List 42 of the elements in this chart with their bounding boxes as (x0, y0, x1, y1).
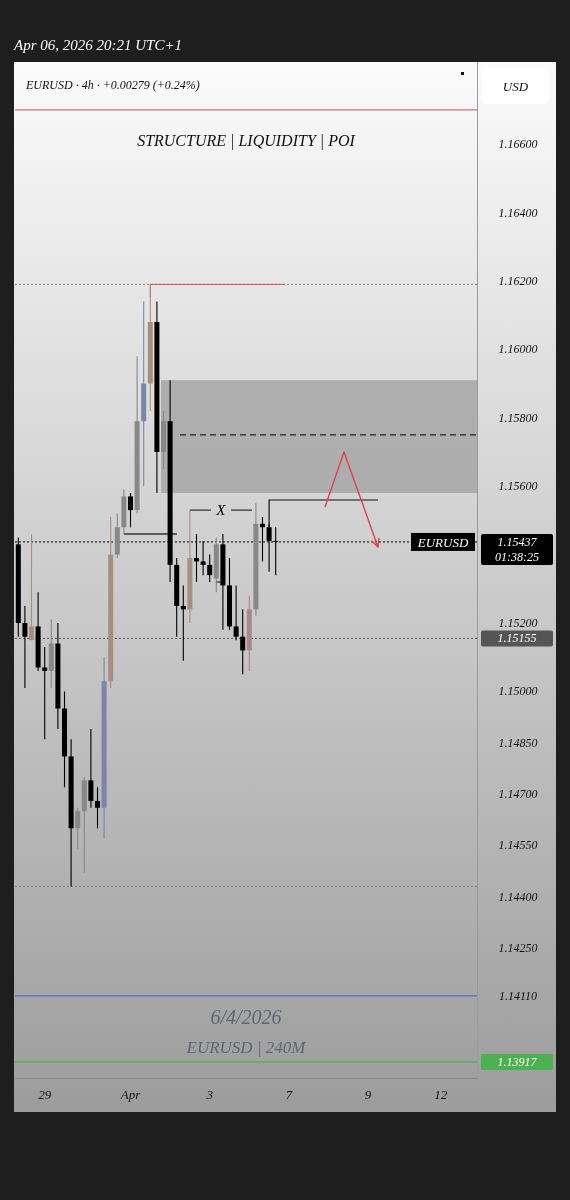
y-tick-label: 1.14400 (498, 889, 538, 904)
y-tick-label: 1.16200 (498, 273, 538, 288)
text: Apr 06, 2026 20:21 UTC+1 (13, 37, 183, 53)
y-axis-title: USD (502, 79, 529, 94)
x-tick-label: 9 (364, 1087, 372, 1102)
y-tick-label: 1.14250 (498, 941, 538, 956)
ref-line-label: EURUSD (416, 534, 469, 550)
text: STRUCTURE | LIQUIDITY | POI (137, 132, 356, 150)
y-tick-label: 1.15000 (498, 684, 538, 699)
y-tick-label: 1.16400 (498, 205, 538, 220)
candlestick (75, 807, 81, 850)
y-tick-label: 1.14700 (498, 787, 538, 802)
x-tick-label: Apr (119, 1087, 142, 1102)
y-tick-label: 1.16000 (498, 342, 538, 357)
x-tick-label: 29 (38, 1087, 52, 1102)
y-tick-label: 1.14850 (498, 735, 538, 750)
y-tick-label: 1.15800 (498, 410, 538, 425)
candlestick (233, 584, 239, 641)
annotation: EURUSD | 240M (185, 1038, 307, 1057)
y-tick-label: 1.16600 (498, 137, 538, 152)
y-tick-label: 1.15200 (498, 616, 538, 631)
x-tick-label: 3 (205, 1087, 214, 1102)
text: 1.13917 (497, 1054, 538, 1069)
candlestick (240, 608, 246, 675)
text: 1.15437 (497, 534, 538, 549)
y-tick-label: 1.14550 (498, 838, 538, 853)
x-tick-label: 12 (434, 1087, 448, 1102)
candlestick (22, 605, 28, 689)
text: 01:38:25 (495, 549, 539, 564)
candlestick (94, 786, 101, 829)
y-tick-label: 1.15600 (498, 479, 538, 494)
annotation: 6/4/2026 (210, 1006, 282, 1028)
candlestick (28, 533, 35, 641)
text: EURUSD · 4h · +0.00279 (+0.24%) (25, 78, 200, 92)
text: 1.15155 (497, 631, 537, 646)
candlestick (207, 554, 213, 583)
y-tick-label: 1.14110 (498, 988, 538, 1003)
ref-line-label: X (215, 502, 227, 519)
x-tick-label: 7 (285, 1087, 293, 1102)
candlestick (127, 492, 134, 528)
candlestick (88, 728, 94, 809)
candlestick (42, 646, 48, 740)
